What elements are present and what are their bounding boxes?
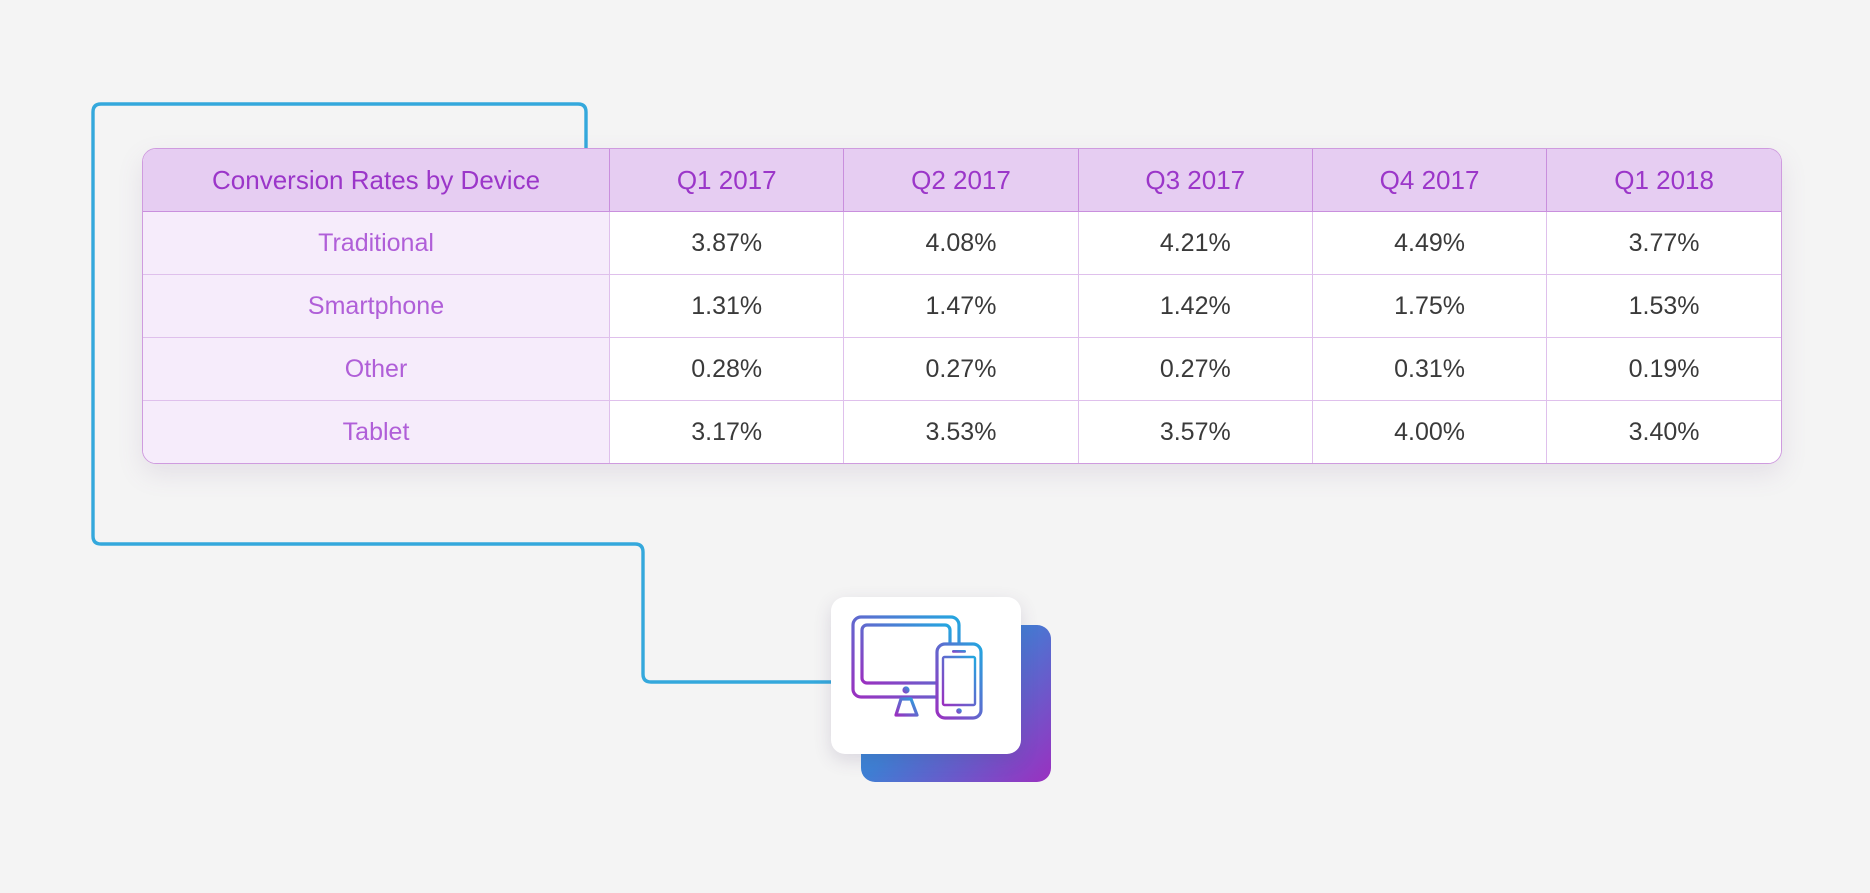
table-header-row: Conversion Rates by Device Q1 2017 Q2 20… <box>143 149 1781 212</box>
cell-traditional-q3-2017: 4.21% <box>1078 211 1313 275</box>
table-row: Traditional 3.87% 4.08% 4.21% 4.49% 3.77… <box>143 211 1781 275</box>
table-header: Conversion Rates by Device Q1 2017 Q2 20… <box>143 149 1781 212</box>
devices-monitor-smartphone-icon <box>851 615 983 720</box>
table-row: Other 0.28% 0.27% 0.27% 0.31% 0.19% <box>143 337 1781 401</box>
column-header-q4-2017: Q4 2017 <box>1312 149 1548 212</box>
cell-traditional-q4-2017: 4.49% <box>1312 211 1548 275</box>
row-label-tablet: Tablet <box>143 400 611 463</box>
cell-tablet-q1-2017: 3.17% <box>609 400 845 463</box>
cell-tablet-q4-2017: 4.00% <box>1312 400 1548 463</box>
cell-smartphone-q3-2017: 1.42% <box>1078 274 1313 338</box>
cell-other-q1-2017: 0.28% <box>609 337 845 401</box>
monitor-stand-icon <box>894 697 919 717</box>
cell-traditional-q1-2017: 3.87% <box>609 211 845 275</box>
cell-tablet-q3-2017: 3.57% <box>1078 400 1313 463</box>
cell-other-q3-2017: 0.27% <box>1078 337 1313 401</box>
column-header-q1-2017: Q1 2017 <box>609 149 845 212</box>
illustration-white-card <box>831 597 1021 754</box>
cell-smartphone-q4-2017: 1.75% <box>1312 274 1548 338</box>
smartphone-home-button-icon <box>956 708 962 714</box>
cell-tablet-q1-2018: 3.40% <box>1546 400 1781 463</box>
cell-other-q2-2017: 0.27% <box>843 337 1079 401</box>
cell-traditional-q1-2018: 3.77% <box>1546 211 1781 275</box>
cell-other-q4-2017: 0.31% <box>1312 337 1548 401</box>
cell-tablet-q2-2017: 3.53% <box>843 400 1079 463</box>
cell-traditional-q2-2017: 4.08% <box>843 211 1079 275</box>
row-label-traditional: Traditional <box>143 211 611 275</box>
cell-smartphone-q1-2018: 1.53% <box>1546 274 1781 338</box>
device-illustration <box>831 597 1051 782</box>
cell-smartphone-q1-2017: 1.31% <box>609 274 845 338</box>
smartphone-speaker-icon <box>952 650 966 653</box>
column-header-q2-2017: Q2 2017 <box>843 149 1079 212</box>
monitor-indicator-dot-icon <box>902 686 910 694</box>
column-header-q1-2018: Q1 2018 <box>1546 149 1781 212</box>
page-title: Conversion Rates by Device <box>143 149 611 212</box>
cell-other-q1-2018: 0.19% <box>1546 337 1781 401</box>
smartphone-body-icon <box>935 642 983 720</box>
cell-smartphone-q2-2017: 1.47% <box>843 274 1079 338</box>
conversion-rates-table-card: Conversion Rates by Device Q1 2017 Q2 20… <box>142 148 1782 464</box>
row-label-smartphone: Smartphone <box>143 274 611 338</box>
table-row: Smartphone 1.31% 1.47% 1.42% 1.75% 1.53% <box>143 274 1781 338</box>
table-row: Tablet 3.17% 3.53% 3.57% 4.00% 3.40% <box>143 400 1781 463</box>
column-header-q3-2017: Q3 2017 <box>1078 149 1313 212</box>
row-label-other: Other <box>143 337 611 401</box>
table-body: Traditional 3.87% 4.08% 4.21% 4.49% 3.77… <box>143 211 1781 463</box>
conversion-rates-table: Conversion Rates by Device Q1 2017 Q2 20… <box>143 149 1781 463</box>
smartphone-screen-icon <box>941 655 977 707</box>
